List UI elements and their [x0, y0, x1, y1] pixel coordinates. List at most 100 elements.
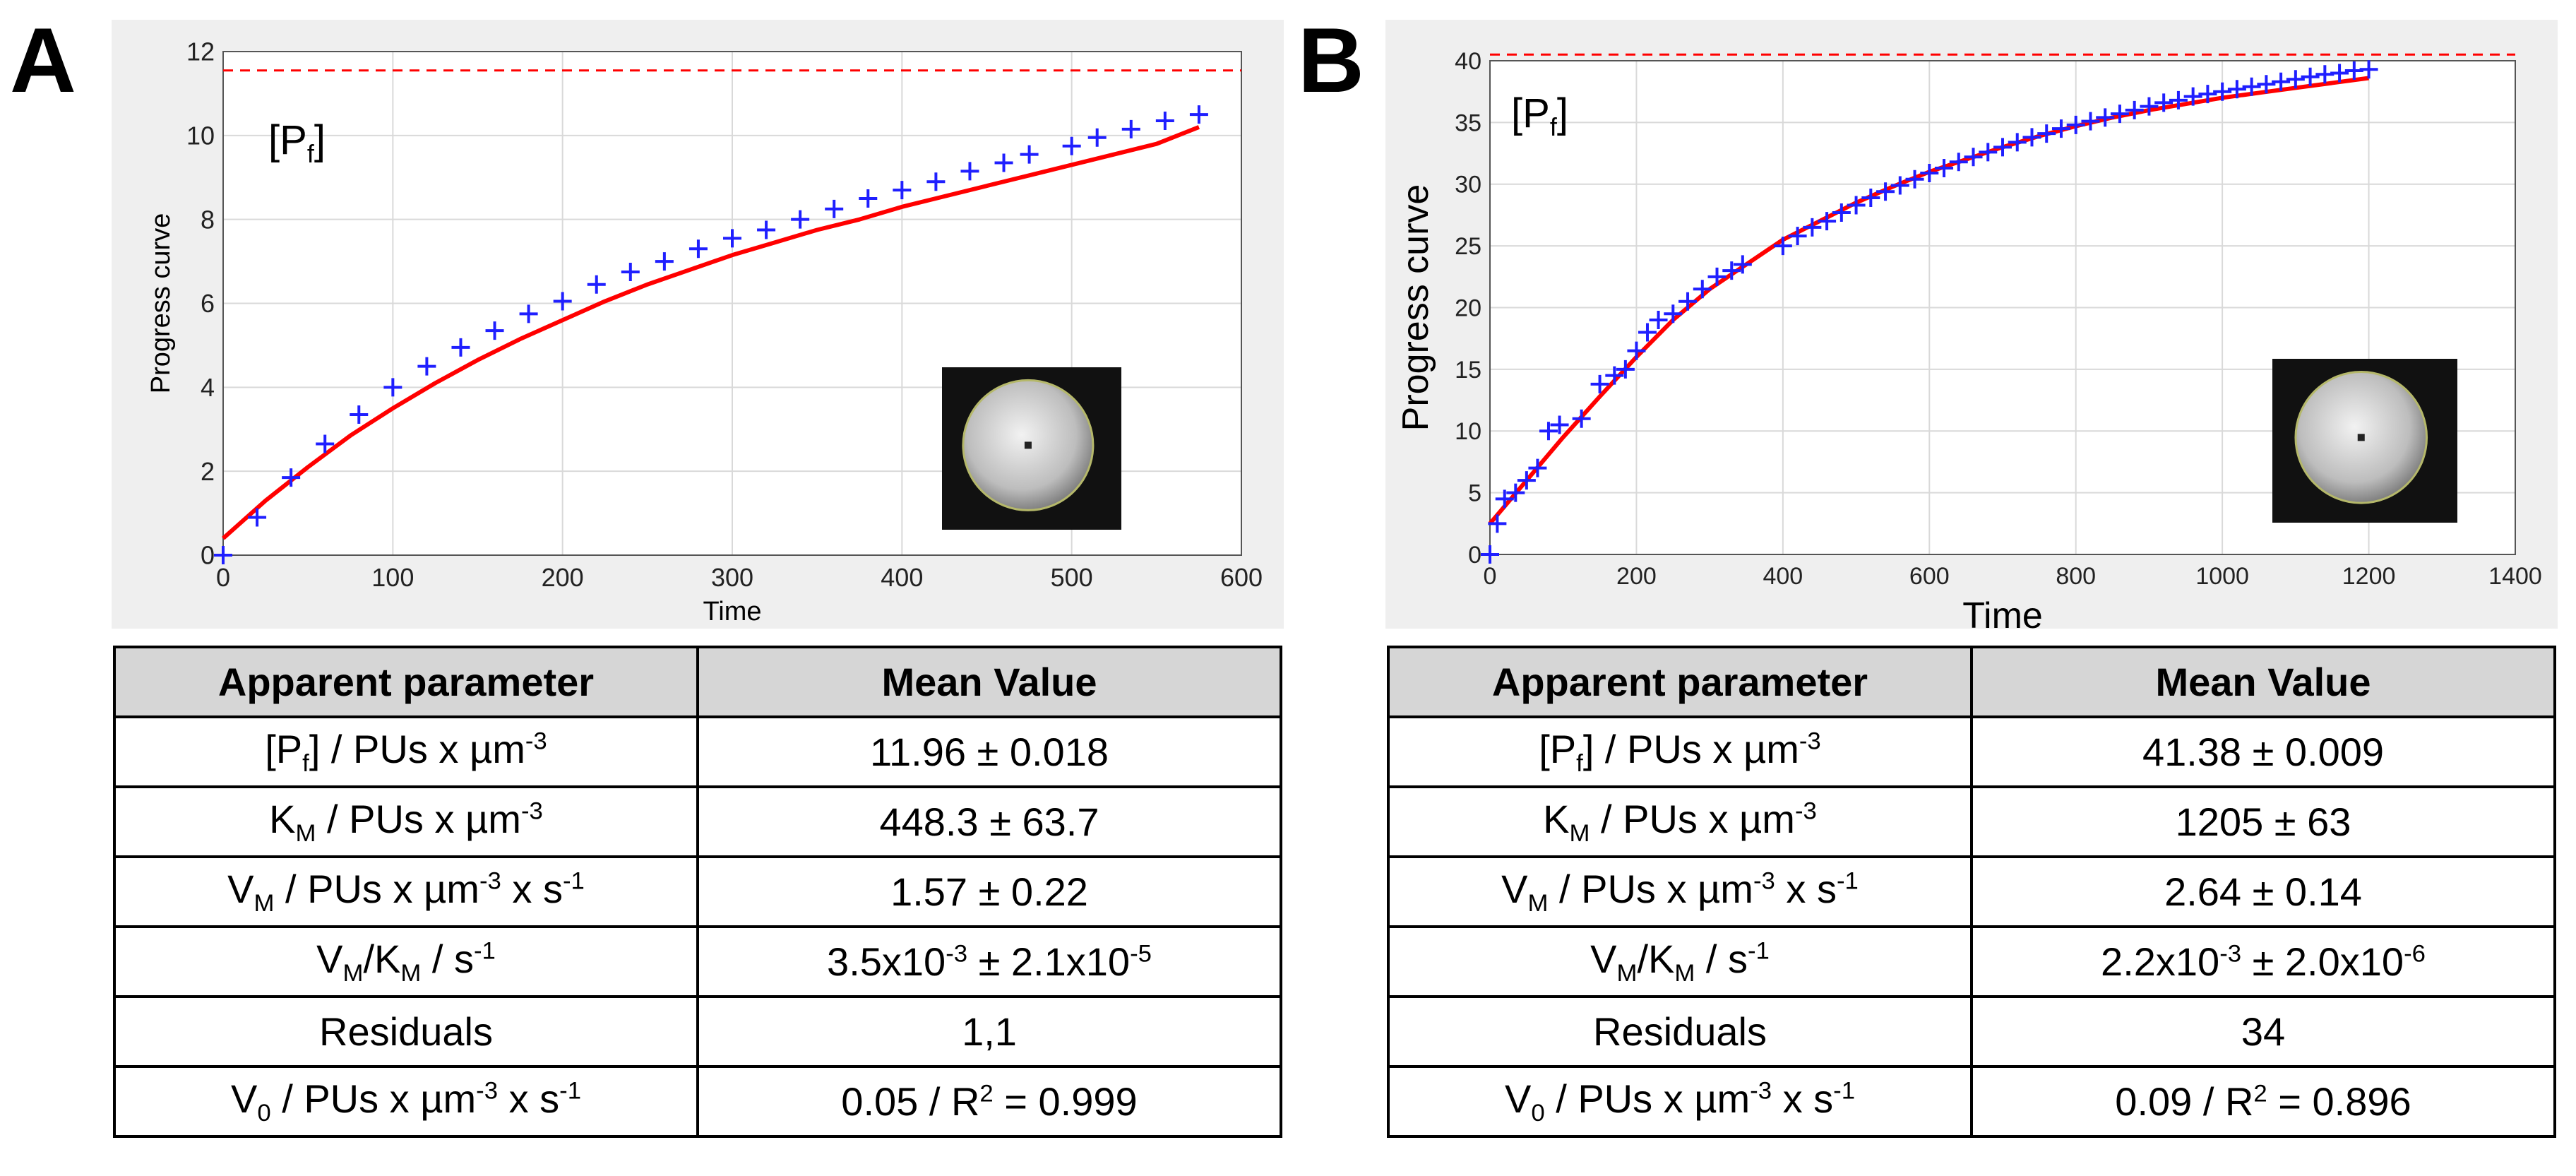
value-cell: 41.38 ± 0.009 — [1970, 715, 2556, 788]
x-tick-label: 100 — [371, 563, 414, 592]
data-point — [2154, 93, 2174, 112]
data-point — [2008, 133, 2027, 152]
data-point — [2140, 97, 2159, 116]
parameter-cell: KM / PUs x µm-3 — [113, 785, 699, 858]
data-point — [1572, 409, 1591, 428]
chart-b: 0 200 400 600 800 1000 1200 1400 0 5 10 15 20 25 30 35 4… — [1395, 48, 2542, 629]
y-tick-label: 10 — [1455, 418, 1481, 445]
table-row: KM / PUs x µm-3 1205 ± 63 — [1387, 785, 2556, 858]
y-tick-label: 30 — [1455, 172, 1481, 198]
data-point — [2183, 87, 2202, 106]
data-point — [1935, 159, 1954, 178]
table-row: VM/KM / s-1 3.5x10-3 ± 2.1x10-5 — [113, 925, 1282, 998]
data-point — [2257, 75, 2276, 94]
table-row: VM / PUs x µm-3 x s-1 1.57 ± 0.22 — [113, 855, 1282, 928]
pf-label: [Pf] — [268, 117, 326, 168]
table-row: [Pf] / PUs x µm-3 11.96 ± 0.018 — [113, 715, 1282, 788]
x-axis-label: Time — [1962, 595, 2043, 629]
data-point — [791, 210, 810, 229]
table-row: Residuals 34 — [1387, 995, 2556, 1068]
data-point — [2301, 67, 2320, 86]
data-point — [1964, 148, 1983, 167]
plot-frame — [222, 51, 1242, 556]
data-point — [2286, 70, 2305, 89]
data-point — [893, 181, 912, 200]
x-tick-label: 300 — [711, 563, 753, 592]
data-point — [1550, 415, 1569, 434]
data-point — [1890, 176, 1909, 195]
data-point — [960, 162, 979, 181]
y-tick-label: 15 — [1455, 357, 1481, 384]
y-tick-label: 40 — [1455, 48, 1481, 75]
value-cell: 0.05 / R2 = 0.999 — [696, 1065, 1282, 1138]
droplet-micrograph-icon — [2272, 359, 2457, 523]
x-tick-label: 600 — [1909, 563, 1950, 590]
parameter-cell: V0 / PUs x µm-3 x s-1 — [113, 1065, 699, 1138]
data-point — [2169, 90, 2188, 109]
data-point — [1722, 261, 1741, 280]
data-point — [1832, 203, 1851, 222]
droplet-micrograph-icon — [942, 367, 1121, 530]
chart-b-container: 0 200 400 600 800 1000 1200 1400 0 5 10 15 20 25 30 35 4… — [1385, 20, 2558, 629]
data-point — [1949, 153, 1968, 172]
data-point — [688, 239, 708, 259]
x-tick-label: 200 — [542, 563, 584, 592]
data-point — [2242, 77, 2261, 96]
y-tick-label: 0 — [1468, 542, 1481, 569]
parameter-cell: VM / PUs x µm-3 x s-1 — [113, 855, 699, 928]
data-point — [1693, 280, 1712, 299]
data-point — [859, 189, 878, 208]
table-header-row: Apparent parameter Mean Value — [113, 646, 1282, 718]
data-point — [2110, 105, 2129, 124]
table-row: VM/KM / s-1 2.2x10-3 ± 2.0x10-6 — [1387, 925, 2556, 998]
data-point — [1861, 188, 1880, 207]
parameter-table-a: Apparent parameter Mean Value [Pf] / PUs x… — [113, 646, 1282, 1138]
table-row: [Pf] / PUs x µm-3 41.38 ± 0.009 — [1387, 715, 2556, 788]
value-cell: 2.2x10-3 ± 2.0x10-6 — [1970, 925, 2556, 998]
value-cell: 11.96 ± 0.018 — [696, 715, 1282, 788]
data-point — [723, 229, 741, 248]
data-point — [1481, 545, 1499, 564]
data-point — [1616, 360, 1635, 379]
fit-curve — [222, 125, 1200, 540]
data-point — [1087, 128, 1107, 147]
data-point — [248, 508, 267, 527]
data-point — [2051, 119, 2070, 138]
y-tick-label: 2 — [201, 457, 215, 486]
data-point — [926, 172, 946, 191]
data-point — [1121, 119, 1140, 138]
data-point — [1993, 138, 2012, 157]
x-tick-label: 1000 — [2195, 563, 2249, 590]
panel-b: B 0 200 400 600 800 1000 1200 1400 0 5 10 15 20 25 30 3… — [1288, 0, 2559, 1176]
data-point — [383, 378, 402, 397]
data-point — [2227, 80, 2246, 99]
x-tick-label: 0 — [1484, 563, 1497, 590]
value-cell: 1,1 — [696, 995, 1282, 1068]
data-point — [1979, 143, 1998, 162]
parameter-cell: [Pf] / PUs x µm-3 — [1387, 715, 1973, 788]
data-point — [214, 546, 232, 564]
value-cell: 0.09 / R2 = 0.896 — [1970, 1065, 2556, 1138]
value-cell: 3.5x10-3 ± 2.1x10-5 — [696, 925, 1282, 998]
data-point — [757, 220, 776, 239]
data-point — [350, 405, 369, 424]
y-tick-label: 5 — [1468, 480, 1481, 507]
data-point — [1818, 212, 1837, 231]
y-tick-label: 10 — [186, 121, 215, 150]
data-point — [1488, 514, 1507, 533]
data-point — [2330, 64, 2349, 83]
data-point — [1590, 374, 1609, 393]
column-header-value: Mean Value — [1970, 646, 2556, 718]
data-point — [1605, 366, 1624, 385]
data-point — [1788, 227, 1807, 246]
panel-a: A 0 100 200 300 400 500 600 0 2 4 6 8 10 12 Time Progre… — [0, 0, 1284, 1176]
column-header-parameter: Apparent parameter — [1387, 646, 1973, 718]
chart-a: 0 100 200 300 400 500 600 0 2 4 6 8 10 12 Time Progress… — [146, 37, 1263, 626]
panel-letter: A — [10, 8, 76, 112]
y-tick-label: 12 — [186, 37, 215, 66]
data-point — [2125, 100, 2144, 119]
data-point — [655, 252, 674, 271]
table-row: V0 / PUs x µm-3 x s-1 0.05 / R2 = 0.999 — [113, 1065, 1282, 1138]
x-tick-label: 600 — [1220, 563, 1263, 592]
y-tick-label: 4 — [201, 373, 215, 402]
